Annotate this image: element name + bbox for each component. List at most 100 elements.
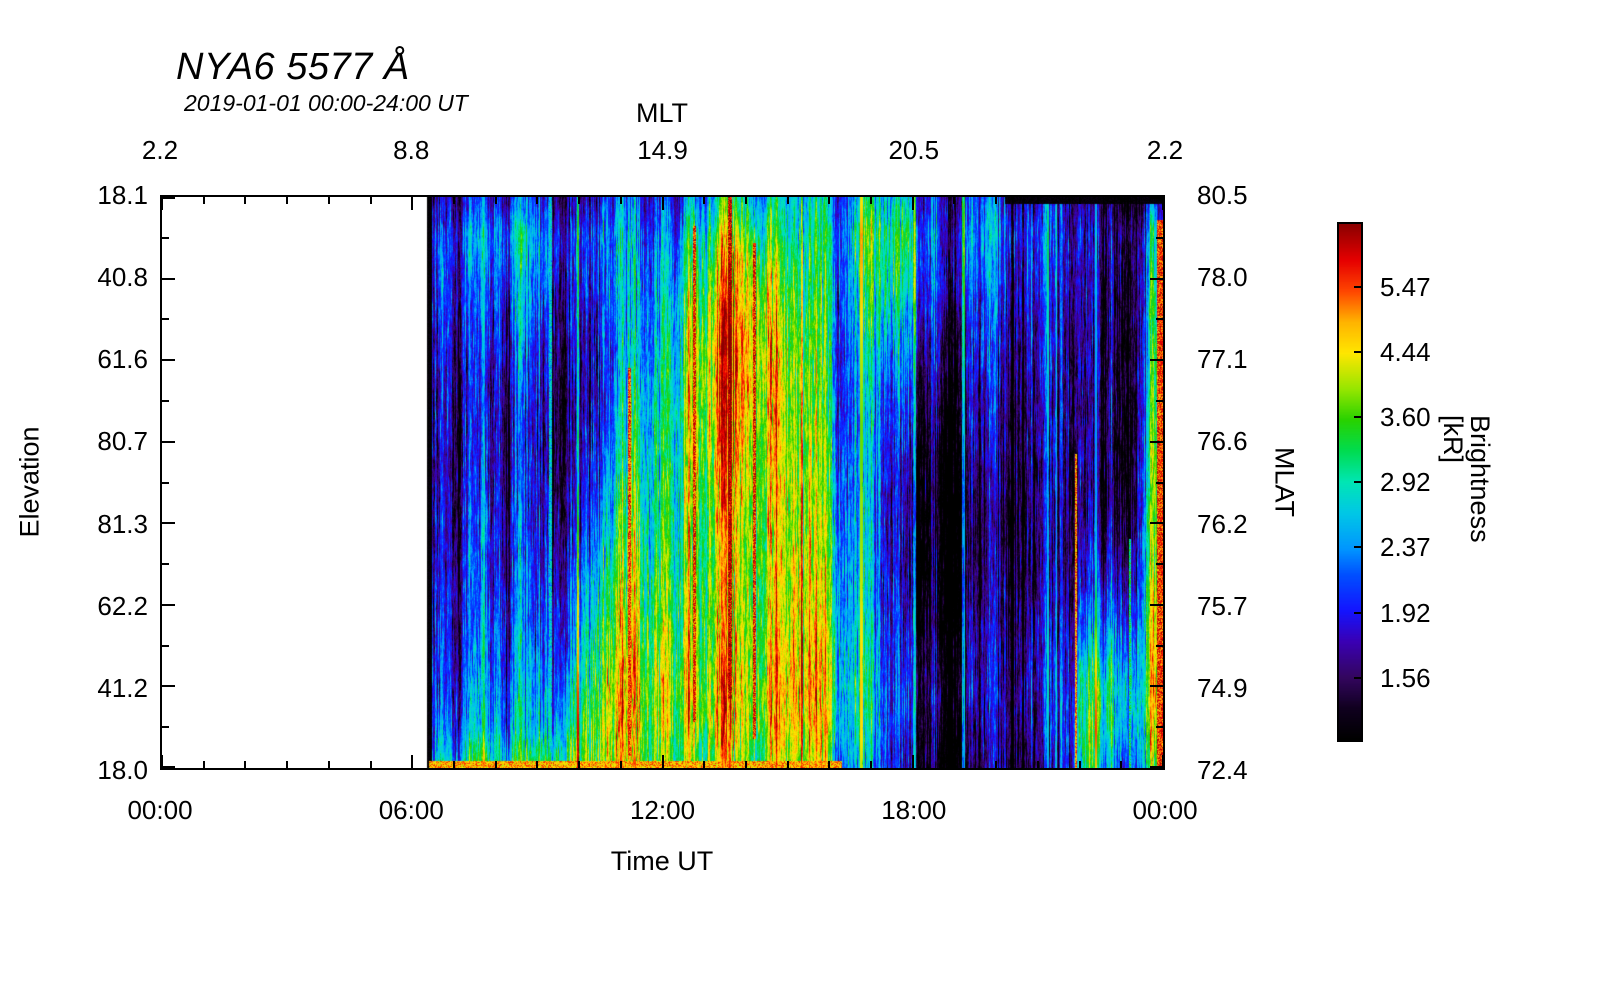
tick-mark xyxy=(1156,318,1163,320)
colorbar-tick-mark xyxy=(1354,612,1363,614)
tick-mark xyxy=(536,197,538,204)
tick-mark xyxy=(162,318,169,320)
tick-mark xyxy=(536,761,538,768)
tick-mark xyxy=(162,197,175,199)
top-tick-label: 2.2 xyxy=(141,135,179,165)
tick-mark xyxy=(912,755,914,768)
bottom-tick-label: 00:00 xyxy=(127,795,193,825)
tick-mark xyxy=(162,400,169,402)
tick-mark xyxy=(1150,604,1163,606)
tick-mark xyxy=(1079,197,1081,204)
tick-mark xyxy=(662,755,664,768)
tick-mark xyxy=(1156,563,1163,565)
right-tick-label: 78.0 xyxy=(1197,262,1248,293)
top-tick-label: 2.2 xyxy=(1146,135,1184,165)
tick-mark xyxy=(162,766,175,768)
tick-mark xyxy=(328,761,330,768)
tick-mark xyxy=(162,563,169,565)
tick-mark xyxy=(578,197,580,204)
tick-mark xyxy=(495,761,497,768)
colorbar-tick-mark xyxy=(1354,677,1363,679)
tick-mark xyxy=(453,761,455,768)
keogram-canvas xyxy=(162,197,1163,768)
tick-mark xyxy=(1037,761,1039,768)
right-tick-label: 76.2 xyxy=(1197,508,1248,539)
tick-mark xyxy=(162,726,169,728)
bottom-tick-label: 06:00 xyxy=(378,795,444,825)
tick-mark xyxy=(162,645,169,647)
tick-mark xyxy=(953,761,955,768)
tick-mark xyxy=(1150,685,1163,687)
tick-mark xyxy=(870,761,872,768)
tick-mark xyxy=(953,197,955,204)
mlat-axis-label: MLAT xyxy=(1269,446,1300,518)
tick-mark xyxy=(1150,359,1163,361)
plot-title: NYA6 5577 Å xyxy=(176,46,410,88)
plot-subtitle: 2019-01-01 00:00-24:00 UT xyxy=(184,90,468,116)
tick-mark xyxy=(162,522,175,524)
tick-mark xyxy=(828,197,830,204)
colorbar-tick-mark xyxy=(1354,546,1363,548)
tick-mark xyxy=(1150,197,1163,199)
tick-mark xyxy=(662,197,664,210)
tick-mark xyxy=(286,197,288,204)
tick-mark xyxy=(745,761,747,768)
colorbar-axis-label: Brightness [kR] xyxy=(1438,415,1495,543)
tick-mark xyxy=(370,197,372,204)
tick-mark xyxy=(787,761,789,768)
left-tick-label: 62.2 xyxy=(97,590,148,621)
tick-mark xyxy=(1162,755,1164,768)
top-tick-label: 14.9 xyxy=(637,135,688,165)
tick-mark xyxy=(1156,400,1163,402)
tick-mark xyxy=(1120,197,1122,204)
tick-mark xyxy=(162,482,169,484)
tick-mark xyxy=(1079,761,1081,768)
tick-mark xyxy=(912,197,914,210)
left-tick-label: 61.6 xyxy=(97,344,148,375)
tick-mark xyxy=(1120,761,1122,768)
colorbar-tick-label: 2.92 xyxy=(1380,467,1431,497)
tick-mark xyxy=(203,761,205,768)
tick-mark xyxy=(1156,482,1163,484)
colorbar-tick-label: 5.47 xyxy=(1380,272,1431,302)
left-tick-label: 18.1 xyxy=(97,180,148,210)
elevation-axis-label: Elevation xyxy=(14,426,45,538)
tick-mark xyxy=(828,761,830,768)
tick-mark xyxy=(495,197,497,204)
colorbar-tick-label: 4.44 xyxy=(1380,337,1431,367)
tick-mark xyxy=(995,197,997,204)
tick-mark xyxy=(870,197,872,204)
tick-mark xyxy=(1150,278,1163,280)
left-tick-label: 40.8 xyxy=(97,262,148,293)
tick-mark xyxy=(328,197,330,204)
left-tick-label: 18.0 xyxy=(97,755,148,785)
colorbar-tick-label: 3.60 xyxy=(1380,402,1431,432)
colorbar-tick-mark xyxy=(1354,351,1363,353)
tick-mark xyxy=(411,197,413,210)
tick-mark xyxy=(244,197,246,204)
right-tick-label: 77.1 xyxy=(1197,344,1248,375)
tick-mark xyxy=(745,197,747,204)
tick-mark xyxy=(162,604,175,606)
tick-mark xyxy=(162,685,175,687)
colorbar-tick-label: 1.56 xyxy=(1380,663,1431,693)
tick-mark xyxy=(162,278,175,280)
tick-mark xyxy=(1162,197,1164,210)
colorbar-tick-mark xyxy=(1354,286,1363,288)
tick-mark xyxy=(578,761,580,768)
plot-area xyxy=(160,195,1165,770)
tick-mark xyxy=(203,197,205,204)
tick-mark xyxy=(162,237,169,239)
right-tick-label: 74.9 xyxy=(1197,672,1248,703)
tick-mark xyxy=(1150,441,1163,443)
tick-mark xyxy=(453,197,455,204)
tick-mark xyxy=(787,197,789,204)
left-tick-label: 81.3 xyxy=(97,508,148,539)
left-tick-label: 80.7 xyxy=(97,426,148,457)
tick-mark xyxy=(161,755,163,768)
tick-mark xyxy=(703,197,705,204)
tick-mark xyxy=(1156,726,1163,728)
tick-mark xyxy=(161,197,163,210)
tick-mark xyxy=(620,761,622,768)
tick-mark xyxy=(1156,237,1163,239)
